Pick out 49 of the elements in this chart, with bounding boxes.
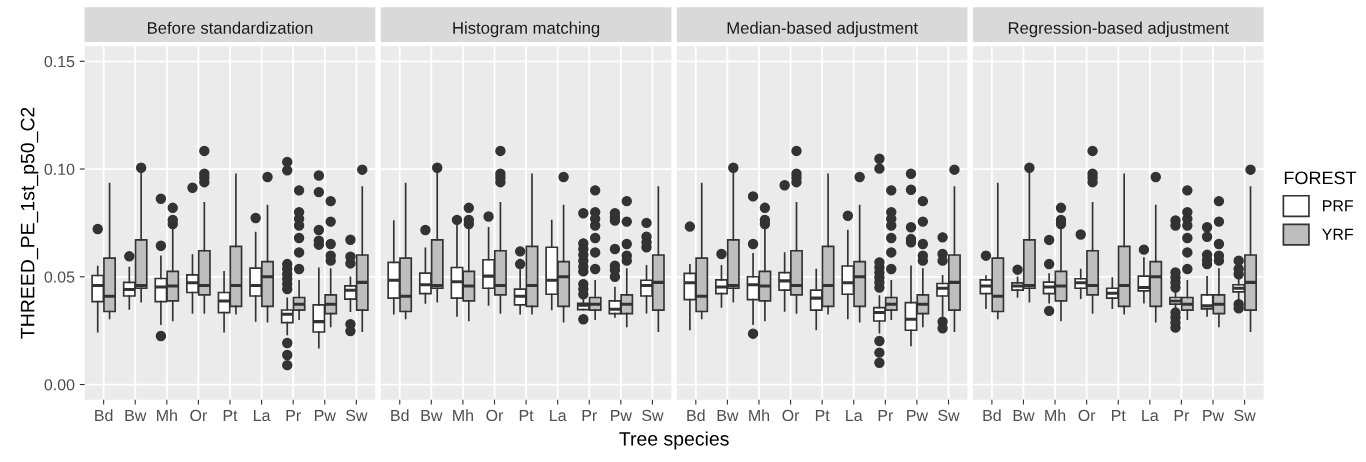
legend-label: YRF [1322,228,1354,240]
x-tick-label: Sw [938,409,960,422]
x-tick-label: Pw [907,409,929,421]
x-tick-label: Mh [157,409,177,421]
x-tick-label: Bd [391,409,409,422]
chart-title: Histogram matching [453,21,600,38]
x-tick-label: Or [190,409,208,422]
y-tick-label: 0.15 [44,55,75,68]
x-tick-label: Pr [286,409,301,421]
x-tick-label: Bd [983,409,1001,422]
x-tick-label: Pr [1174,409,1190,421]
chart-title: Before standardization [147,21,313,34]
x-tick-label: Pw [314,409,336,421]
x-tick-label: Pw [1203,409,1225,421]
legend-title: FOREST [1284,171,1357,185]
legend-label: PRF [1323,200,1354,212]
y-axis-title: THREED_PE_1st_p50_C2 [20,107,39,339]
x-tick-label: Sw [642,409,664,422]
x-tick-label: Sw [1234,409,1256,422]
chart-title: Median-based adjustment [727,21,918,38]
x-tick-label: Mh [453,409,473,421]
x-tick-label: La [550,409,567,422]
x-tick-label: Or [1078,409,1096,422]
x-tick-label: La [254,409,271,422]
x-tick-label: Bw [125,409,147,421]
y-tick-label: 0.10 [44,163,75,175]
x-tick-label: Bw [717,409,739,421]
x-tick-label: Or [486,409,504,422]
x-tick-label: Or [782,409,800,422]
x-tick-label: Pt [815,409,830,422]
x-tick-label: Bw [421,409,443,421]
x-tick-label: La [1142,409,1159,422]
x-tick-label: Mh [749,409,770,421]
x-tick-label: Bd [687,409,705,422]
x-tick-label: Mh [1045,409,1066,421]
x-tick-label: La [846,409,863,422]
y-tick-label: 0.00 [44,379,75,391]
x-tick-label: Pw [611,409,632,421]
x-axis-title: Tree species [619,431,729,450]
x-tick-label: Pr [878,409,894,421]
x-tick-label: Pt [519,409,534,422]
x-tick-label: Bd [95,409,113,422]
x-tick-label: Pr [582,409,597,421]
x-tick-label: Pt [1112,409,1126,422]
x-tick-label: Sw [345,409,368,422]
x-tick-label: Pt [223,409,238,422]
chart-title: Regression-based adjustment [1008,21,1229,38]
y-tick-label: 0.05 [44,271,75,283]
x-tick-label: Bw [1013,409,1035,421]
